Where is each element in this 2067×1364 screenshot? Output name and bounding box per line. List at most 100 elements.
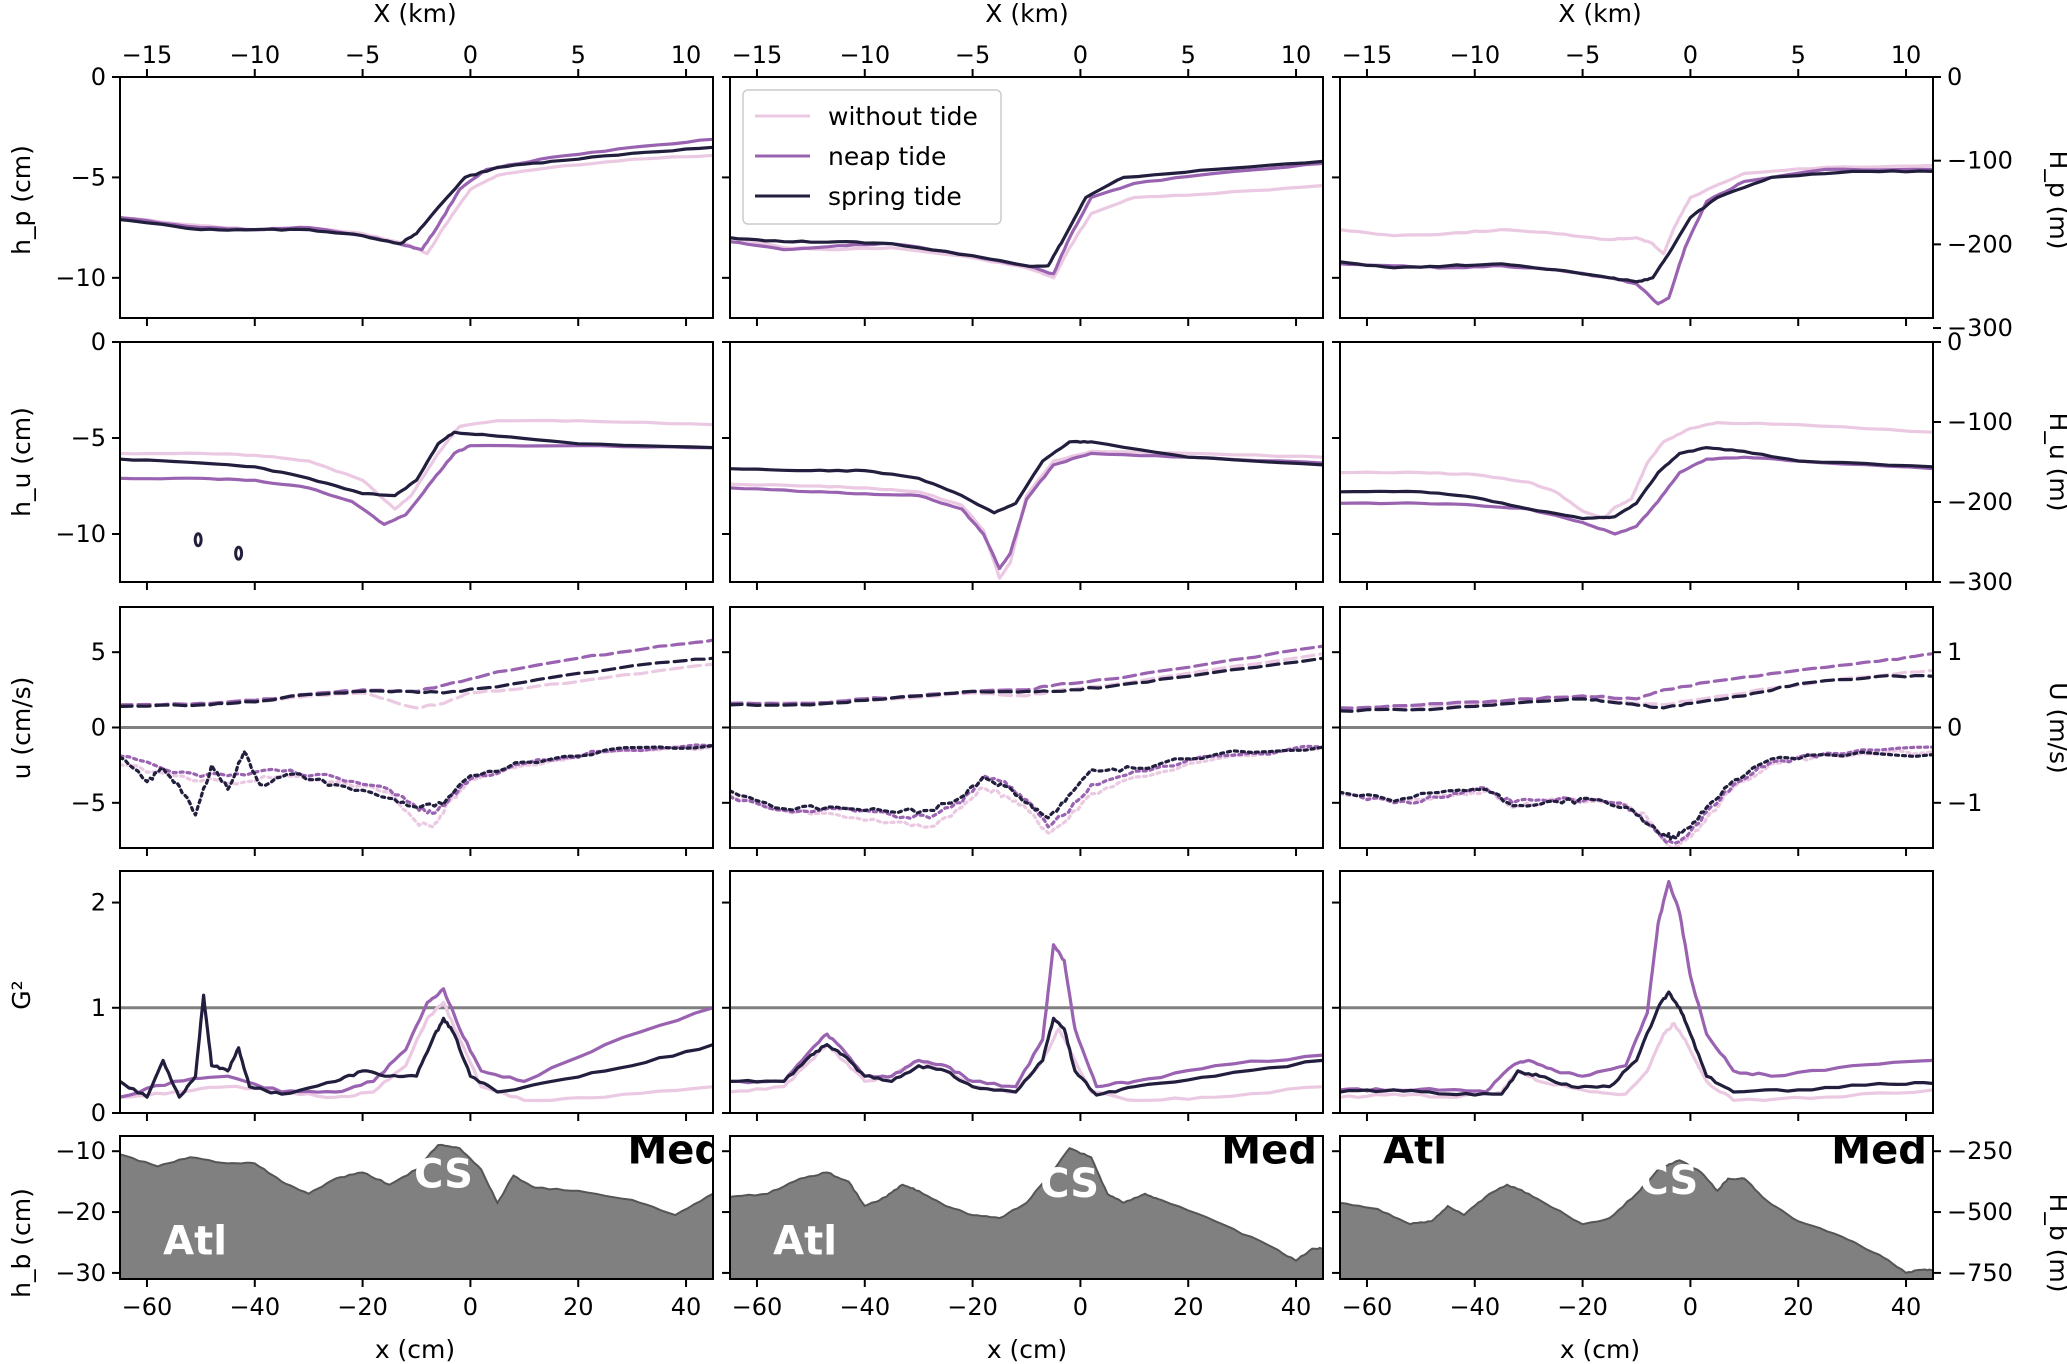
panel-r1-c0 [120, 418, 713, 561]
right-tick-label-r4: −250 [1947, 1137, 2013, 1165]
top-tick-label: 0 [1683, 41, 1698, 69]
top-x-label-col1: X (km) [985, 0, 1068, 28]
region-label-cs-c0: CS [414, 1152, 473, 1198]
right-tick-label-r2: 1 [1947, 638, 1962, 666]
u-upper-line-spring-c2 [1340, 674, 1933, 713]
row3-left-label: G² [7, 980, 36, 1009]
bottom-x-label-col0: x (cm) [375, 1335, 455, 1364]
u-lower-line-spring-c1 [730, 745, 1323, 820]
row4-left-label: h_b (cm) [7, 1188, 36, 1298]
region-label-atl-c1: Atl [773, 1219, 837, 1265]
panel-r2-c2 [1340, 652, 1933, 848]
plot-area-r0-c1 [730, 159, 1323, 280]
g2-line-neap-c1 [730, 943, 1323, 1089]
panel-r3-c2 [1340, 879, 1933, 1102]
bottom-x-label-col1: x (cm) [987, 1335, 1067, 1364]
left-tick-label-r0: −10 [55, 264, 106, 292]
u-lower-line-neap-c1 [730, 744, 1323, 829]
hp-line-spring-c1 [730, 159, 1323, 268]
plot-area-r1-c2 [1340, 421, 1933, 536]
u-upper-line-spring-c1 [730, 656, 1323, 707]
bottom-tick-label: 20 [1173, 1293, 1204, 1321]
right-tick-label-r0: 0 [1947, 63, 1962, 91]
region-label-atl-c0: Atl [163, 1219, 227, 1265]
bottom-tick-label: 40 [1891, 1293, 1922, 1321]
hu-line-neap-c0 [120, 443, 713, 526]
top-tick-label: 5 [1791, 41, 1806, 69]
legend-label-neap: neap tide [828, 142, 946, 171]
plot-area-r3-c1 [730, 943, 1323, 1102]
bottom-tick-label: 0 [1073, 1293, 1088, 1321]
row2-left-label: u (cm/s) [7, 677, 36, 780]
top-tick-label: −5 [955, 41, 990, 69]
bottom-tick-label: −60 [1342, 1293, 1393, 1321]
bottom-tick-label: −20 [947, 1293, 998, 1321]
right-tick-label-r4: −750 [1947, 1259, 2013, 1287]
region-label-cs-c2: CS [1639, 1158, 1698, 1204]
top-tick-label: −5 [345, 41, 380, 69]
right-tick-label-r4: −500 [1947, 1198, 2013, 1226]
bottom-tick-label: 0 [1683, 1293, 1698, 1321]
top-x-label-col2: X (km) [1558, 0, 1641, 28]
u-upper-line-without-c0 [120, 662, 713, 710]
right-tick-label-r0: −100 [1947, 147, 2013, 175]
g2-line-neap-c0 [120, 987, 713, 1099]
u-upper-line-spring-c0 [120, 656, 713, 708]
top-tick-label: 0 [463, 41, 478, 69]
panel-frame-r3-c2 [1339, 870, 1934, 1114]
left-tick-label-r3: 1 [91, 994, 106, 1022]
bottom-tick-label: −20 [1557, 1293, 1608, 1321]
g2-line-without-c0 [120, 1000, 713, 1103]
hp-line-neap-c2 [1340, 167, 1933, 306]
hu-spring-blob-c0 [193, 532, 203, 548]
u-upper-line-neap-c2 [1340, 652, 1933, 710]
region-label-med-c2: Med [1831, 1127, 1927, 1173]
panel-r3-c1 [730, 943, 1323, 1102]
panel-r3-c0 [120, 987, 713, 1103]
top-tick-label: −5 [1565, 41, 1600, 69]
left-tick-label-r0: −5 [71, 163, 106, 191]
bottom-tick-label: −60 [732, 1293, 783, 1321]
panel-r0-c0 [120, 137, 713, 256]
right-tick-label-r1: 0 [1947, 328, 1962, 356]
top-tick-label: −15 [732, 41, 783, 69]
hp-line-neap-c1 [730, 161, 1323, 276]
legend-box [742, 89, 1002, 225]
left-tick-label-r4: −20 [55, 1198, 106, 1226]
panel-r4-c0: Atl CS Med [120, 1136, 713, 1279]
u-lower-line-without-c2 [1340, 748, 1933, 848]
hp-line-spring-c2 [1340, 169, 1933, 284]
panel-frame-r0-c1 [729, 76, 1324, 319]
bottom-tick-label: −60 [122, 1293, 173, 1321]
left-tick-label-r3: 0 [91, 1099, 106, 1127]
u-lower-line-spring-c2 [1340, 750, 1933, 841]
top-tick-label: 5 [571, 41, 586, 69]
panel-r4-c2: Atl CS Med [1340, 1127, 1933, 1279]
bottom-tick-label: −40 [839, 1293, 890, 1321]
row1-left-label: h_u (cm) [7, 407, 36, 517]
top-tick-label: −10 [1449, 41, 1500, 69]
bottom-tick-label: 20 [1783, 1293, 1814, 1321]
bottom-tick-label: −40 [229, 1293, 280, 1321]
left-tick-label-r4: −10 [55, 1137, 106, 1165]
plot-area-r4-c2: Atl CS Med [1340, 1127, 1933, 1279]
top-tick-label: −10 [839, 41, 890, 69]
row0-left-label: h_p (cm) [7, 145, 36, 255]
panel-frame-r4-c2 [1339, 1135, 1934, 1280]
panel-r2-c1 [730, 644, 1323, 835]
top-tick-label: −10 [229, 41, 280, 69]
plot-area-r4-c1: Atl CS Med [730, 1136, 1323, 1279]
region-label-cs-c1: CS [1040, 1161, 1099, 1207]
g2-line-spring-c2 [1340, 990, 1933, 1097]
top-tick-label: 10 [1281, 41, 1312, 69]
plot-area-r3-c0 [120, 987, 713, 1103]
plot-area-r0-c0 [120, 137, 713, 256]
right-tick-label-r0: −300 [1947, 314, 2013, 342]
g2-line-neap-c2 [1340, 879, 1933, 1094]
left-tick-label-r0: 0 [91, 63, 106, 91]
legend-label-spring: spring tide [828, 182, 962, 211]
hu-line-spring-c2 [1340, 446, 1933, 521]
panel-frame-r4-c1 [729, 1135, 1324, 1280]
bottom-tick-label: −40 [1449, 1293, 1500, 1321]
u-lower-line-without-c0 [120, 745, 713, 829]
